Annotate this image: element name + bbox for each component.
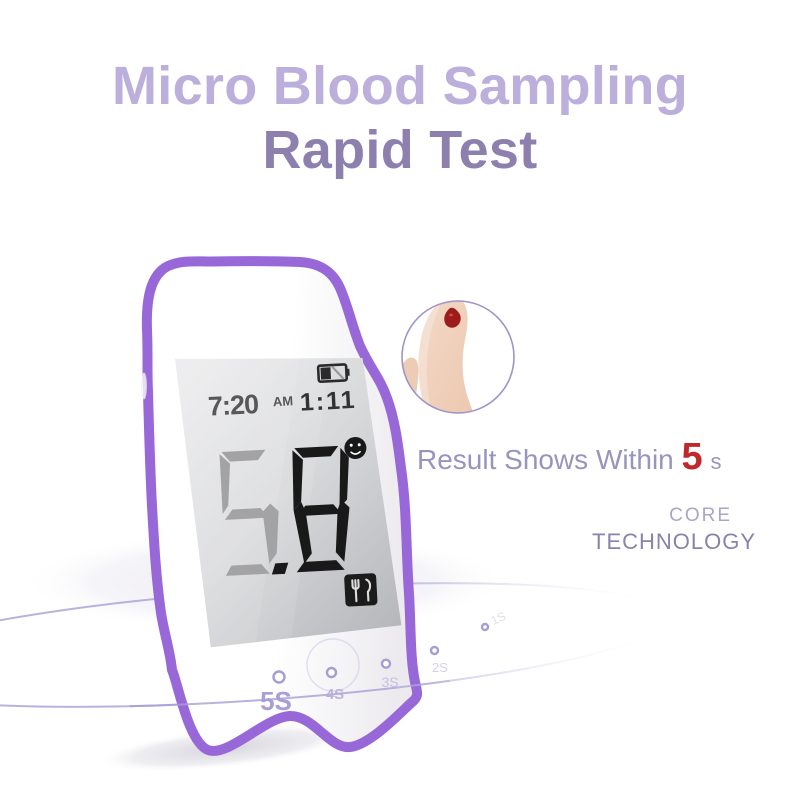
svg-text:1S: 1S bbox=[489, 609, 508, 628]
svg-text:4S: 4S bbox=[326, 686, 344, 703]
svg-text:1:11: 1:11 bbox=[299, 386, 357, 417]
svg-text:2S: 2S bbox=[432, 660, 448, 675]
svg-text:7:20: 7:20 bbox=[207, 389, 259, 422]
svg-text:3S: 3S bbox=[381, 674, 398, 690]
svg-text:AM: AM bbox=[272, 393, 293, 409]
svg-text:5S: 5S bbox=[260, 686, 292, 716]
